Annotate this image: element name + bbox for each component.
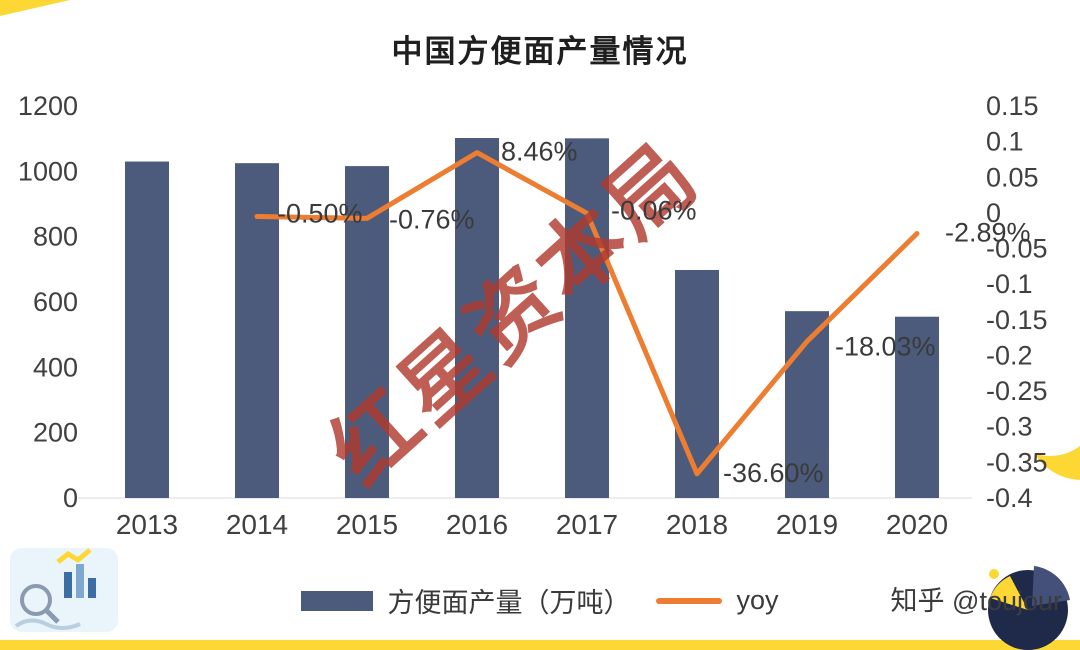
line-series-label: yoy (736, 585, 779, 615)
x-axis-label: 2016 (446, 509, 508, 540)
x-axis-label: 2019 (776, 509, 838, 540)
yellow-bottom-strip (0, 640, 1080, 650)
yoy-point-label: -0.06% (611, 195, 697, 225)
right-axis-tick: 0.1 (986, 127, 1024, 157)
left-axis-tick: 400 (33, 352, 78, 382)
x-axis-label: 2014 (226, 509, 288, 540)
bar-2013 (125, 161, 169, 499)
right-axis-tick: -0.05 (986, 234, 1048, 264)
legend-item-production: 方便面产量（万吨） (301, 581, 630, 620)
yoy-point-label: -0.50% (277, 198, 363, 228)
right-axis-tick: -0.3 (986, 412, 1033, 442)
bar-series-swatch (301, 590, 374, 611)
bar-2018 (675, 269, 719, 498)
chart-doodle-icon (6, 542, 124, 638)
bar-2015 (345, 166, 389, 498)
right-axis-tick: -0.35 (986, 447, 1048, 477)
bar-series-label: 方便面产量（万吨） (387, 588, 631, 618)
left-axis-tick: 1000 (18, 156, 78, 186)
bar-2014 (235, 163, 279, 498)
yellow-corner-decoration (0, 0, 70, 16)
x-axis-label: 2015 (336, 509, 398, 540)
left-axis-tick: 600 (33, 287, 78, 317)
chart-title: 中国方便面产量情况 (391, 34, 689, 69)
bar-2017 (565, 138, 609, 498)
yoy-point-label: -2.89% (945, 218, 1031, 248)
right-axis-tick: -0.25 (986, 376, 1048, 406)
left-axis-tick: 1200 (18, 91, 78, 121)
pie-chart-icon (976, 554, 1072, 650)
watermark-credit: 知乎 @toujour (890, 586, 1062, 616)
x-axis-label: 2017 (556, 509, 618, 540)
yoy-point-label: -36.60% (723, 458, 824, 488)
right-axis-tick: -0.2 (986, 340, 1033, 370)
line-series-swatch (656, 597, 723, 604)
yoy-point-label: 8.46% (501, 137, 578, 167)
right-axis-tick: -0.15 (986, 305, 1048, 335)
right-axis-tick: 0.05 (986, 162, 1039, 192)
yoy-line (254, 150, 920, 477)
right-axis-tick: 0 (986, 198, 1001, 228)
right-axis-tick: -0.1 (986, 269, 1033, 299)
x-axis-label: 2018 (666, 509, 728, 540)
yoy-point-label: -0.76% (389, 204, 475, 234)
combo-chart: 0 200 400 600 800 1000 1200 0.15 0.1 0.05 0 -0.05 -0… (18, 91, 1048, 540)
bar-2016 (455, 138, 499, 498)
left-axis-tick: 800 (33, 222, 78, 252)
chart-legend: 方便面产量（万吨） yoy (0, 581, 1080, 620)
x-axis-label: 2013 (116, 509, 178, 540)
bar-2020 (895, 316, 939, 498)
x-axis-label: 2020 (886, 509, 948, 540)
yoy-point-label: -18.03% (835, 331, 936, 361)
right-axis-tick: -0.4 (986, 483, 1033, 513)
right-axis-tick: 0.15 (986, 91, 1039, 121)
left-axis-tick: 0 (63, 483, 78, 513)
legend-item-yoy: yoy (656, 585, 779, 616)
left-axis-tick: 200 (33, 418, 78, 448)
